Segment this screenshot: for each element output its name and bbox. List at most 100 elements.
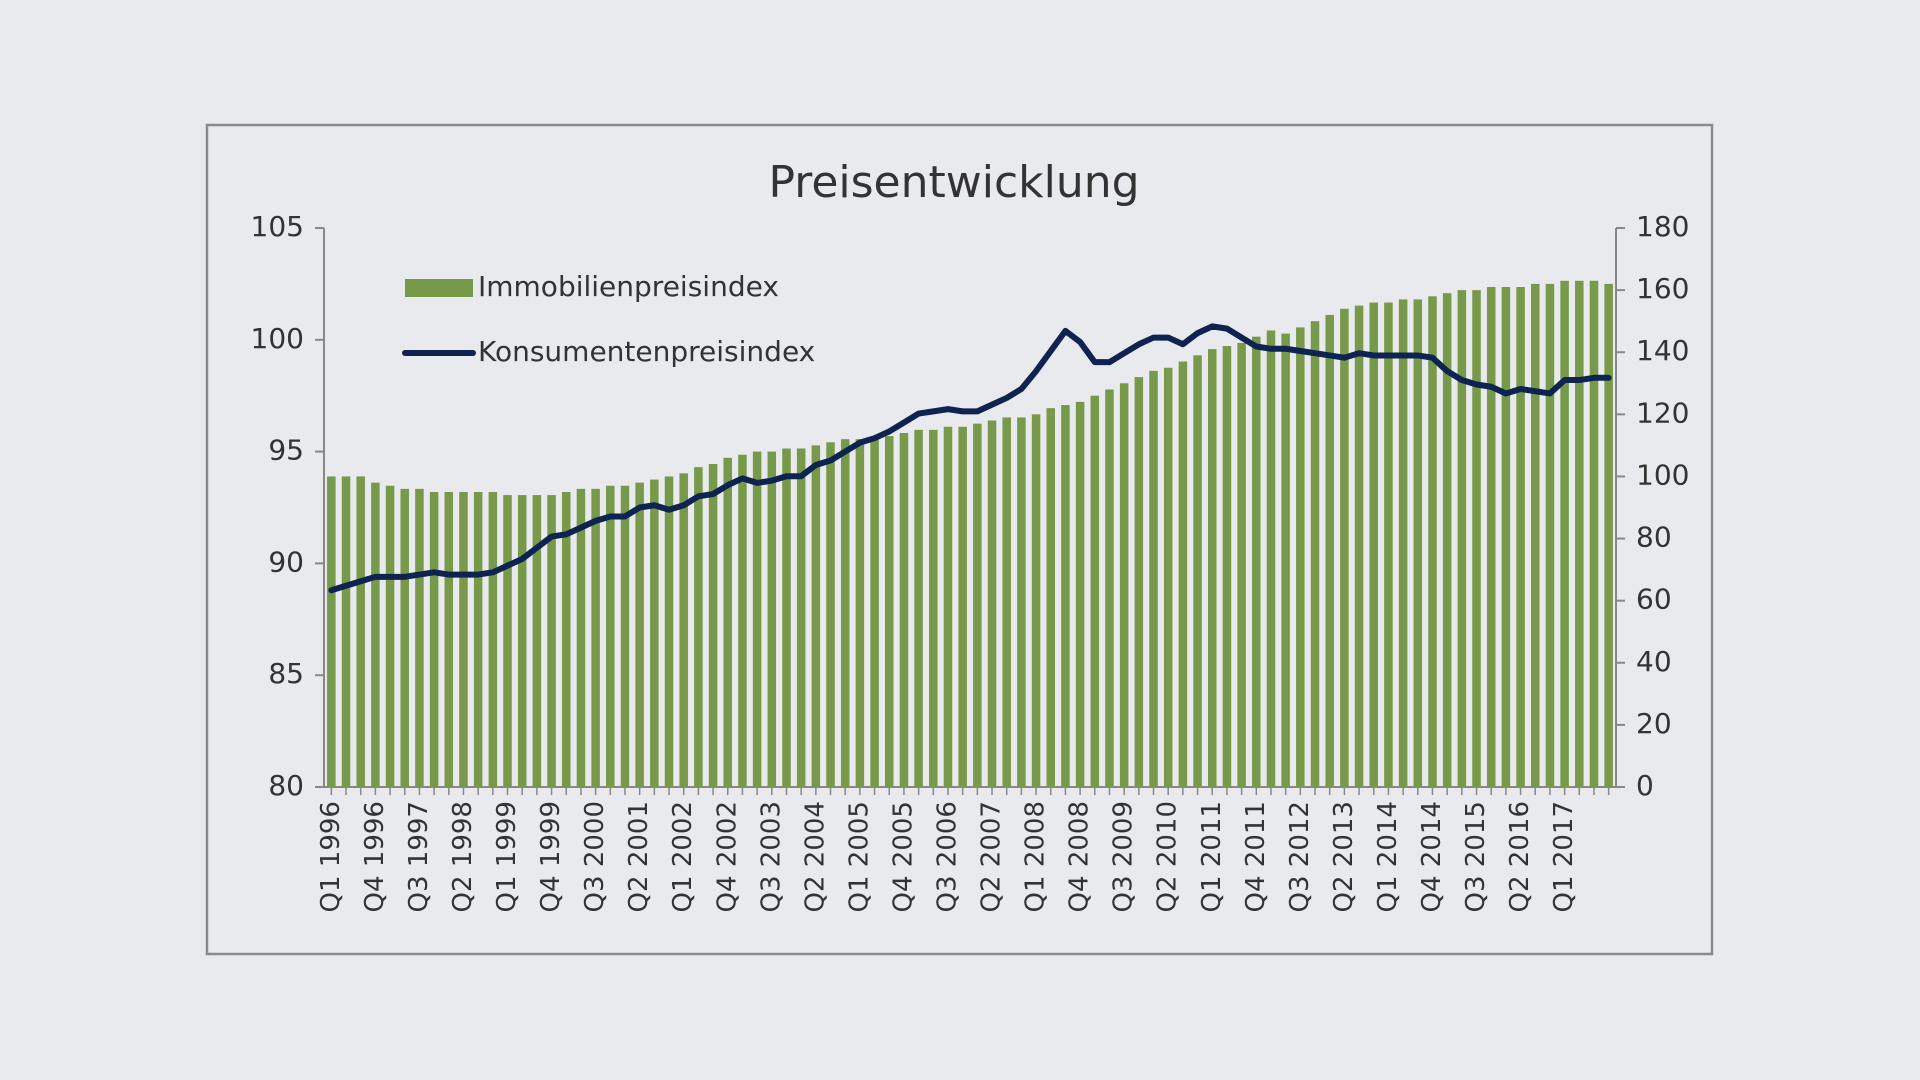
bar bbox=[679, 473, 688, 787]
bar bbox=[1163, 367, 1173, 787]
y-tick-label: 105 bbox=[251, 210, 304, 243]
bar bbox=[400, 488, 410, 787]
bar bbox=[767, 451, 777, 787]
x-tick-label: Q4 2011 bbox=[1241, 801, 1271, 912]
bar bbox=[1310, 321, 1320, 787]
bar bbox=[1560, 280, 1569, 787]
y2-tick-label: 160 bbox=[1636, 272, 1689, 305]
x-tick-label: Q4 2014 bbox=[1417, 801, 1447, 912]
y-tick-label: 100 bbox=[251, 322, 304, 355]
y2-tick-label: 140 bbox=[1636, 334, 1689, 367]
bar bbox=[1501, 287, 1511, 787]
bar bbox=[488, 491, 498, 787]
bar bbox=[1604, 283, 1613, 787]
x-tick-label: Q4 2008 bbox=[1065, 801, 1095, 912]
bar bbox=[371, 482, 380, 787]
bar bbox=[1031, 414, 1041, 787]
x-tick-label: Q1 2002 bbox=[668, 801, 698, 912]
bar bbox=[1398, 299, 1408, 787]
bar bbox=[1325, 314, 1334, 787]
bar bbox=[826, 442, 835, 787]
bar bbox=[738, 454, 747, 787]
bar bbox=[1296, 327, 1305, 787]
bar bbox=[517, 495, 527, 787]
bar bbox=[870, 439, 879, 787]
x-tick-label: Q3 2015 bbox=[1461, 801, 1491, 912]
x-tick-label: Q3 1997 bbox=[404, 801, 434, 912]
bar bbox=[796, 448, 806, 787]
bar bbox=[708, 464, 718, 787]
bar bbox=[914, 429, 923, 787]
x-tick-label: Q2 2004 bbox=[800, 801, 830, 912]
bar bbox=[473, 491, 483, 787]
bar bbox=[341, 476, 351, 787]
bar bbox=[1193, 355, 1202, 787]
line bbox=[328, 323, 1612, 594]
bar bbox=[1090, 395, 1100, 787]
x-tick-label: Q1 1999 bbox=[492, 801, 522, 912]
y-tick-label: 90 bbox=[268, 545, 304, 578]
x-tick-label: Q2 2013 bbox=[1329, 801, 1359, 912]
x-tick-label: Q4 2002 bbox=[712, 801, 742, 912]
bar bbox=[1545, 283, 1555, 787]
y2-tick-label: 80 bbox=[1636, 521, 1672, 554]
bar bbox=[547, 495, 556, 787]
bar bbox=[811, 445, 821, 787]
bar bbox=[1252, 336, 1261, 787]
bar bbox=[1354, 305, 1364, 787]
bar bbox=[415, 488, 424, 787]
bar bbox=[1413, 299, 1423, 787]
y2-tick-label: 20 bbox=[1636, 707, 1672, 740]
bar bbox=[973, 423, 982, 787]
bar bbox=[1369, 302, 1379, 787]
bar bbox=[444, 491, 454, 787]
bar bbox=[1428, 296, 1437, 787]
chart-title: Preisentwicklung bbox=[768, 157, 1139, 208]
bar bbox=[1002, 417, 1011, 787]
bar bbox=[1266, 330, 1276, 787]
bar bbox=[782, 448, 791, 787]
bar bbox=[1486, 287, 1496, 787]
bar bbox=[606, 485, 615, 787]
y-tick-label: 95 bbox=[268, 434, 304, 467]
x-tick-label: Q1 2014 bbox=[1373, 801, 1403, 912]
y-tick-label: 80 bbox=[268, 769, 304, 802]
bar bbox=[1575, 280, 1584, 787]
x-tick-label: Q4 1999 bbox=[536, 801, 566, 912]
x-tick-label: Q2 1998 bbox=[448, 801, 478, 912]
bar bbox=[664, 476, 674, 787]
legend-label: Immobilienpreisindex bbox=[478, 270, 779, 303]
bar bbox=[1340, 308, 1349, 787]
bar bbox=[1105, 389, 1114, 787]
bar bbox=[576, 488, 586, 787]
bar bbox=[532, 495, 542, 787]
bar bbox=[429, 491, 439, 787]
bar bbox=[385, 485, 395, 787]
legend-swatch bbox=[405, 279, 473, 297]
bar bbox=[1281, 333, 1290, 787]
bar bbox=[855, 439, 865, 787]
x-tick-label: Q1 2008 bbox=[1021, 801, 1051, 912]
bar bbox=[1222, 346, 1232, 787]
x-tick-label: Q3 2012 bbox=[1285, 801, 1315, 912]
bar bbox=[591, 488, 600, 787]
x-tick-label: Q1 1996 bbox=[316, 801, 346, 912]
bar bbox=[1442, 293, 1452, 787]
bar bbox=[723, 457, 733, 787]
bar bbox=[694, 467, 703, 787]
x-tick-label: Q3 2003 bbox=[756, 801, 786, 912]
bar bbox=[1119, 383, 1129, 787]
y2-tick-label: 100 bbox=[1636, 458, 1689, 491]
bar bbox=[1046, 408, 1056, 787]
y-tick-label: 85 bbox=[268, 657, 304, 690]
x-tick-label: Q2 2007 bbox=[977, 801, 1007, 912]
x-tick-label: Q2 2010 bbox=[1153, 801, 1183, 912]
bar bbox=[943, 426, 953, 787]
bar bbox=[1589, 280, 1599, 787]
bar bbox=[884, 436, 894, 787]
x-tick-label: Q2 2001 bbox=[624, 801, 654, 912]
bar bbox=[1149, 370, 1158, 787]
x-tick-label: Q2 2016 bbox=[1505, 801, 1535, 912]
x-tick-label: Q1 2017 bbox=[1549, 801, 1579, 912]
